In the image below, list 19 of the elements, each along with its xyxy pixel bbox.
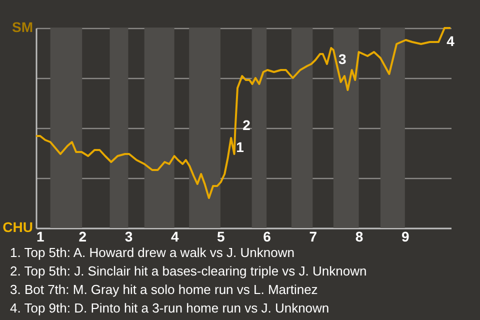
x-tick-label: 2: [78, 228, 87, 244]
annotation: 2: [242, 117, 251, 133]
x-tick-label: 6: [263, 228, 272, 244]
text: SM: [12, 19, 33, 35]
annotation: 1: [236, 139, 244, 155]
x-tick-label: 5: [217, 228, 226, 244]
x-tick-label: 7: [309, 228, 318, 244]
text: 2. Top 5th: J. Sinclair hit a bases-clearing triple vs J. Unknown: [10, 264, 367, 278]
annotation: 3: [338, 51, 347, 67]
text: 3. Bot 7th: M. Gray hit a solo home run vs L. Martinez: [10, 282, 318, 297]
x-tick-label: 8: [355, 228, 364, 244]
x-tick-label: 1: [36, 228, 44, 244]
text: 4. Top 9th: D. Pinto hit a 3-run home run vs J. Unknown: [10, 300, 330, 316]
text: CHU: [2, 219, 33, 235]
x-tick-label: 3: [124, 228, 133, 244]
x-tick-label: 9: [401, 228, 410, 244]
annotation: 4: [446, 33, 455, 49]
x-tick-label: 4: [170, 228, 179, 244]
text: 1. Top 5th: A. Howard drew a walk vs J. Unknown: [10, 245, 294, 260]
